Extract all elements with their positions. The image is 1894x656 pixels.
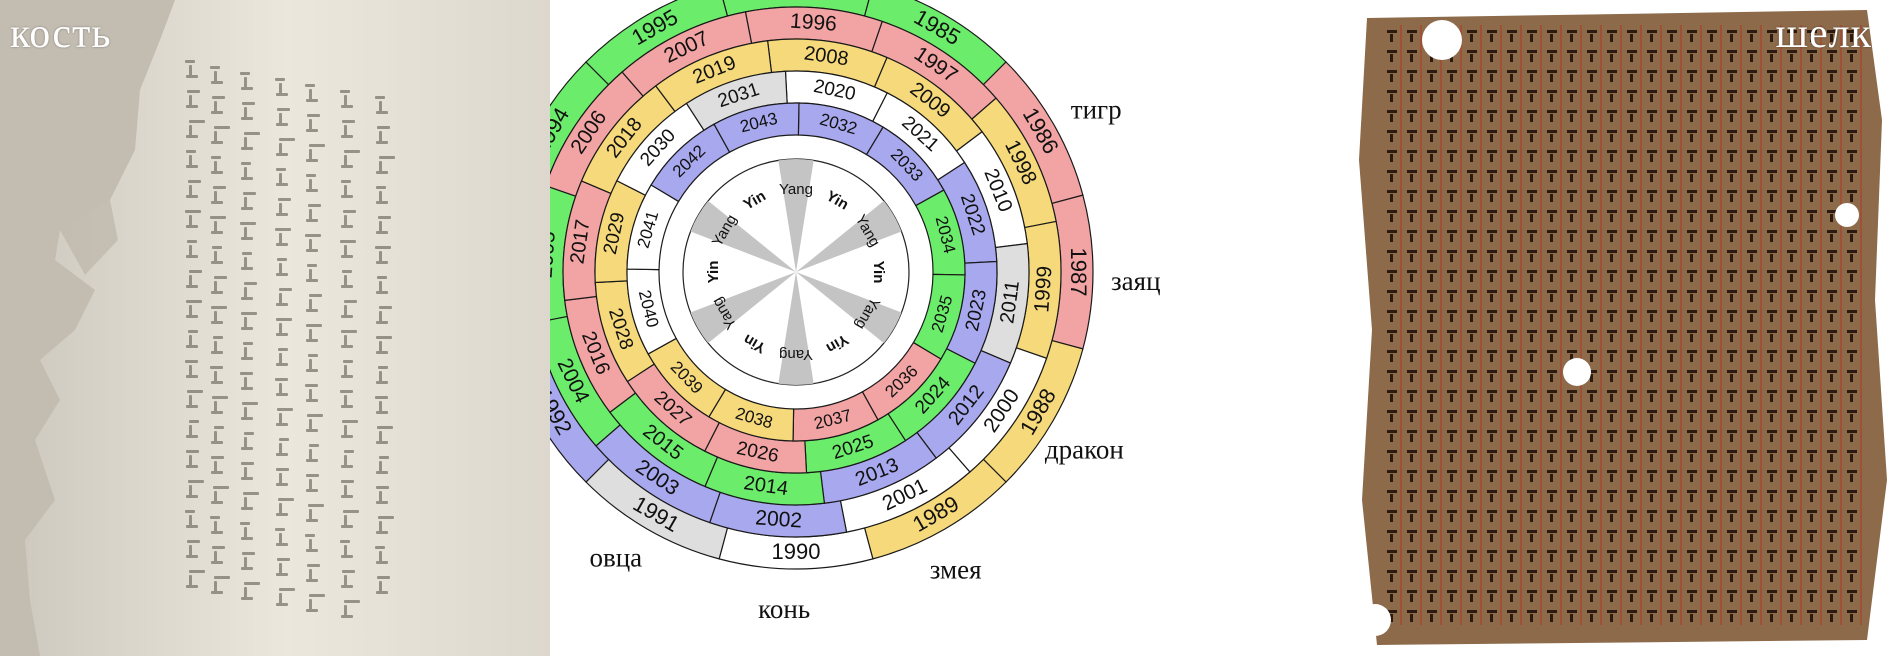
animal-label: конь	[758, 594, 810, 624]
yin-yang-wedge	[690, 200, 796, 272]
yin-label: Yin	[705, 261, 722, 284]
zodiac-wheel-panel: Yang Yin Yang Yin Yang Yin Yang Yin Yang Yin Yang Y…	[550, 0, 1347, 656]
animal-labels: мышькороватигрзаяцдраконзмеяконьовцаобез…	[589, 95, 1161, 624]
yin-yang-wedge	[690, 272, 796, 344]
year-label: 1990	[772, 539, 821, 564]
year-label: 1987	[1066, 248, 1091, 297]
silk-text-columns	[1387, 25, 1862, 625]
animal-label: заяц	[1111, 266, 1161, 296]
animal-label: овца	[589, 543, 642, 573]
silk-caption: шелк	[1775, 11, 1872, 57]
yin-yang-wedge	[778, 159, 814, 272]
yin-yang-wedge	[796, 200, 902, 272]
silk-manuscript-photo: шелк	[1347, 0, 1894, 656]
year-label: 1999	[1030, 265, 1056, 313]
oracle-bone-photo: кость	[0, 0, 550, 656]
zodiac-wheel: Yang YinYangYinYangYinYangYinYangYinYangY…	[550, 0, 1161, 624]
animal-label: тигр	[1071, 95, 1122, 125]
year-label: 2005	[550, 230, 560, 278]
yin-yang-wedge	[796, 272, 902, 344]
oracle-bone-illustration	[0, 0, 550, 656]
year-label: 1996	[789, 10, 837, 36]
year-rings: 1984198519861987198819891990199119921993…	[550, 0, 1094, 570]
silk-manuscript-illustration	[1347, 0, 1894, 656]
bone-caption: кость	[10, 11, 112, 57]
yin-yang-wedge	[778, 272, 814, 385]
year-label: 1984	[772, 0, 821, 2]
animal-label: дракон	[1045, 434, 1124, 464]
yang-label: Yang	[779, 181, 813, 198]
yang-label: Yang	[779, 346, 813, 363]
yin-yang-core: Yang YinYangYinYangYinYangYinYangYinYangY…	[682, 158, 910, 386]
year-cell	[713, 102, 800, 153]
year-label: 2002	[755, 506, 803, 532]
animal-label: змея	[930, 554, 982, 584]
yin-label: Yin	[870, 261, 887, 284]
bone-inscription	[185, 60, 395, 618]
